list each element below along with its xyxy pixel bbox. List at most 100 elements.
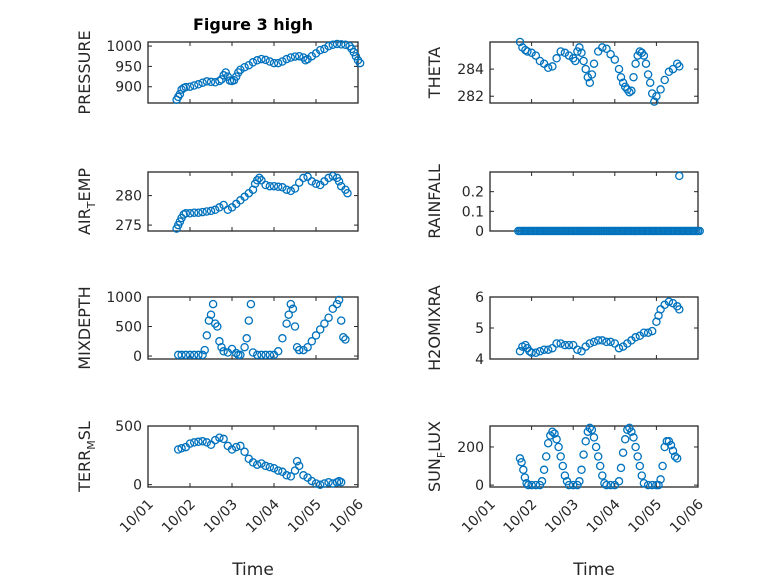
sun_flux-series — [515, 423, 682, 490]
sun_flux-data-point — [656, 475, 665, 484]
h2omixra-data-point — [664, 297, 674, 306]
sun_flux-data-point — [627, 427, 636, 436]
mixdepth-data-point — [265, 350, 275, 360]
sun_flux-data-point — [620, 435, 630, 444]
pressure-data-point — [202, 77, 212, 86]
pressure-data-point — [244, 60, 254, 70]
terr_msl-data-point — [215, 433, 224, 442]
air_temp-data-point — [265, 181, 275, 191]
mixdepth-data-point — [288, 304, 298, 314]
sun_flux-data-point — [631, 442, 640, 452]
theta-data-point — [616, 72, 626, 82]
pressure-data-point — [294, 51, 304, 61]
pressure-data-point — [223, 72, 233, 81]
h2omixra-data-point — [675, 305, 684, 314]
sun_flux-data-point — [579, 450, 588, 459]
sun_flux-xtick-label: 10/04 — [584, 496, 624, 536]
h2omixra-data-point — [598, 336, 607, 345]
theta-data-point — [639, 51, 649, 60]
h2omixra-series — [515, 297, 684, 358]
terr_msl-data-point — [265, 462, 275, 472]
h2omixra-data-point — [602, 337, 611, 347]
air_temp-series — [172, 171, 352, 233]
theta-data-point — [535, 56, 545, 66]
air_temp-data-point — [194, 208, 203, 217]
air_temp-data-point — [257, 176, 266, 185]
h2omixra-data-point — [631, 333, 640, 342]
air_temp-ytick-label: 280 — [115, 189, 142, 205]
sun_flux-data-point — [522, 478, 531, 488]
terr_msl-data-point — [292, 456, 302, 466]
theta-data-point — [643, 70, 653, 79]
subplot-air_temp: 275 280 AIRTEMP — [75, 168, 359, 235]
pressure-series — [172, 39, 365, 104]
h2omixra-ylabel: H2OMIXRA — [425, 285, 444, 371]
theta-data-point — [647, 89, 657, 98]
sun_flux-data-point — [623, 425, 632, 435]
terr_msl-data-point — [252, 460, 262, 469]
rainfall-ytick-label: 0.1 — [462, 204, 484, 220]
theta-data-point — [587, 70, 597, 79]
h2omixra-data-point — [643, 328, 653, 337]
subplot-grid: 900 950 1000 PRESSURE 282 284 THETA 275 280 AIRTE… — [75, 30, 707, 580]
mixdepth-data-point — [177, 350, 186, 360]
theta-data-point — [606, 49, 615, 59]
air_temp-ylabel: AIRTEMP — [75, 168, 98, 235]
h2omixra-data-point — [552, 339, 561, 348]
pressure-data-point — [231, 72, 241, 81]
terr_msl-data-point — [282, 471, 291, 480]
air_temp-data-point — [278, 183, 287, 192]
air_temp-data-point — [328, 171, 338, 181]
subplot-terr_msl: 0 500 TERRMSL 10/01 10/02 10/03 10/04 10/05 10/0… — [75, 419, 367, 580]
sun_flux-data-point — [602, 480, 611, 490]
pressure-data-point — [315, 45, 325, 55]
theta-axes-box — [489, 41, 699, 104]
sun_flux-data-point — [543, 438, 553, 448]
pressure-data-point — [189, 81, 199, 90]
terr_msl-data-point — [206, 440, 216, 450]
sun_flux-data-point — [556, 452, 565, 461]
theta-data-point — [656, 85, 665, 94]
pressure-data-point — [215, 76, 224, 86]
air_temp-data-point — [223, 205, 233, 215]
air_temp-data-point — [198, 207, 207, 217]
terr_msl-data-point — [227, 445, 237, 454]
rainfall-data-point — [675, 171, 684, 181]
pressure-ytick-label: 1000 — [106, 39, 142, 55]
mixdepth-data-point — [341, 335, 350, 344]
air_temp-data-point — [185, 209, 195, 218]
theta-data-point — [598, 43, 607, 52]
air_temp-data-point — [202, 207, 212, 216]
mixdepth-data-point — [334, 295, 344, 305]
sun_flux-xtick-label: 10/03 — [542, 497, 582, 537]
theta-data-point — [585, 78, 595, 87]
h2omixra-data-point — [606, 337, 615, 347]
sun_flux-ytick-label: 0 — [475, 478, 484, 494]
pressure-data-point — [290, 52, 300, 61]
subplot-mixdepth: 0 500 1000 MIXDEPTH — [75, 286, 359, 370]
h2omixra-data-point — [531, 348, 541, 358]
theta-ytick-label: 284 — [457, 62, 484, 78]
mixdepth-data-point — [286, 299, 296, 309]
sun_flux-data-point — [672, 454, 682, 463]
sun_flux-data-point — [552, 435, 561, 444]
subplot-h2omixra: 4 5 6 H2OMIXRA — [425, 285, 699, 371]
theta-data-point — [675, 62, 684, 71]
terr_msl-data-point — [336, 478, 346, 487]
terr_msl-data-point — [290, 466, 300, 475]
h2omixra-data-point — [614, 343, 624, 353]
theta-data-point — [627, 86, 636, 96]
pressure-data-point — [336, 40, 346, 49]
terr_msl-data-point — [273, 466, 283, 475]
h2omixra-data-point — [556, 339, 565, 348]
theta-series — [515, 37, 684, 106]
theta-data-point — [614, 64, 624, 74]
sun_flux-data-point — [554, 442, 563, 452]
h2omixra-ytick-label: 5 — [475, 321, 484, 337]
sun_flux-data-point — [519, 465, 528, 475]
mixdepth-data-point — [246, 299, 256, 309]
theta-data-point — [531, 51, 541, 60]
mixdepth-data-point — [324, 313, 333, 322]
pressure-data-point — [282, 54, 291, 64]
